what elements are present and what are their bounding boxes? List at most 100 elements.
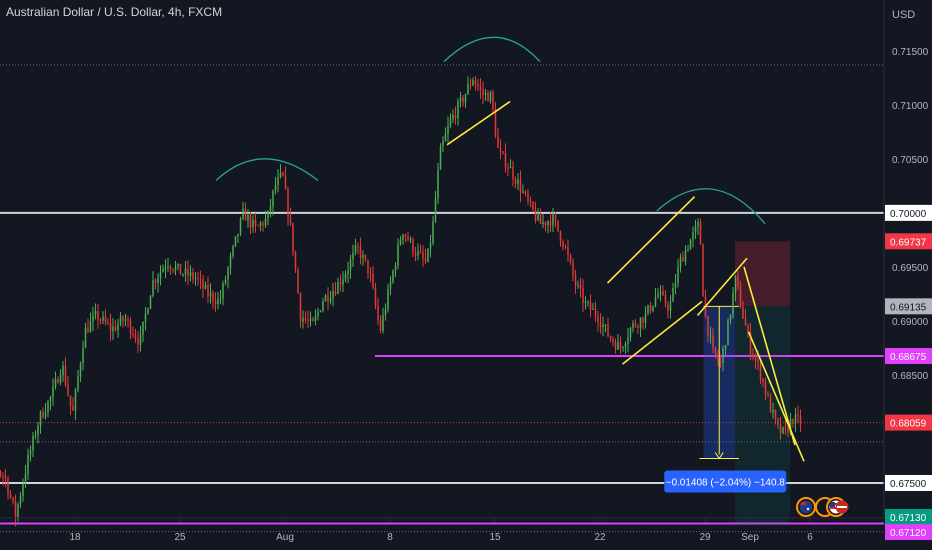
us-flag-secondary-icon[interactable] [835,500,849,514]
candle-body [612,339,614,343]
candle-body [287,189,289,217]
candle-body [157,277,159,283]
trendline[interactable] [747,331,805,462]
price-badge [885,508,932,525]
candle-body [657,294,659,298]
candle-body [767,394,769,396]
candle-body [242,208,244,219]
candle-body [89,321,92,333]
candle-body [442,141,444,147]
y-tick-label: 0.68500 [892,371,929,382]
candle-body [342,279,344,285]
candle-body [587,301,589,303]
candle-body [454,114,457,119]
candle-body [504,152,507,168]
au-flag-icon[interactable] [796,497,816,517]
candle-body [252,219,254,228]
candle-body [294,251,297,270]
head-arc[interactable] [443,36,541,63]
candle-body [317,311,319,316]
candle-body [307,319,309,321]
candle-body [699,222,702,245]
candle-body [99,320,102,322]
annotations-layer[interactable] [215,36,805,462]
candle-body [742,307,744,319]
candle-body [427,248,429,262]
candle-body [49,397,52,402]
x-tick-label: Sep [741,532,759,543]
currency-label: USD [892,9,916,21]
candle-body [714,347,717,356]
head-arc[interactable] [656,188,766,225]
candle-body [432,221,434,244]
trendline[interactable] [446,100,511,146]
candle-body [379,319,382,331]
candle-body [192,271,194,279]
candle-body [674,283,677,288]
horizontal-lines-layer [0,64,884,533]
trendline[interactable] [622,300,703,365]
candle-body [4,476,7,479]
candle-body [717,355,719,361]
candle-body [314,315,317,322]
candle-body [207,285,209,297]
candle-body [709,335,712,337]
candle-body [164,267,167,269]
trendline[interactable] [696,257,748,317]
candle-body [659,291,662,295]
candle-body [274,185,277,191]
x-tick-label: 29 [699,532,711,543]
candle-body [724,345,727,349]
measure-label: −0.01408 (−2.04%) −140.8 [666,477,786,488]
candle-body [684,249,687,262]
event-flags[interactable] [796,497,849,517]
head-arc[interactable] [215,158,319,181]
candle-body [167,266,169,268]
candle-body [414,252,417,256]
candle-body [494,109,497,136]
candle-body [692,231,694,240]
candle-body [367,259,369,274]
candle-body [682,256,684,262]
candle-body [297,269,299,294]
candle-body [139,334,142,345]
candle-body [59,375,62,383]
candle-body [532,201,534,211]
candle-body [447,126,449,134]
candle-body [569,255,572,263]
time-axis[interactable]: 18 25 Aug 8 15 22 29 Sep 6 [0,517,884,543]
candle-body [444,133,447,142]
candle-body [222,283,224,299]
candle-body [387,288,389,310]
trendline[interactable] [606,196,696,284]
candle-body [124,319,127,322]
trendline[interactable] [743,266,796,446]
candle-body [739,286,742,308]
candle-body [64,365,67,385]
candle-body [792,419,794,424]
candle-body [322,301,324,311]
candle-body [514,179,517,184]
candle-body [199,278,202,280]
candle-body [257,225,259,227]
candle-body [554,214,557,221]
candle-body [479,86,482,90]
candle-body [727,320,729,346]
candle-body [122,316,124,322]
candle-body [464,94,467,103]
candle-body [634,322,637,326]
candle-body [759,361,762,379]
candle-body [234,236,237,246]
candle-body [559,231,562,242]
measure-tool[interactable]: −0.01408 (−2.04%) −140.8 [664,241,790,526]
measure-label-box [664,470,787,493]
candle-body [499,148,502,152]
candle-body [372,273,374,288]
candle-body [607,324,609,337]
price-axis[interactable]: 0.71500 0.71000 0.70500 0.70000 0.69500 0.690… [883,0,932,541]
price-badge [885,298,932,315]
candle-body [484,92,487,95]
candle-body [2,474,4,477]
